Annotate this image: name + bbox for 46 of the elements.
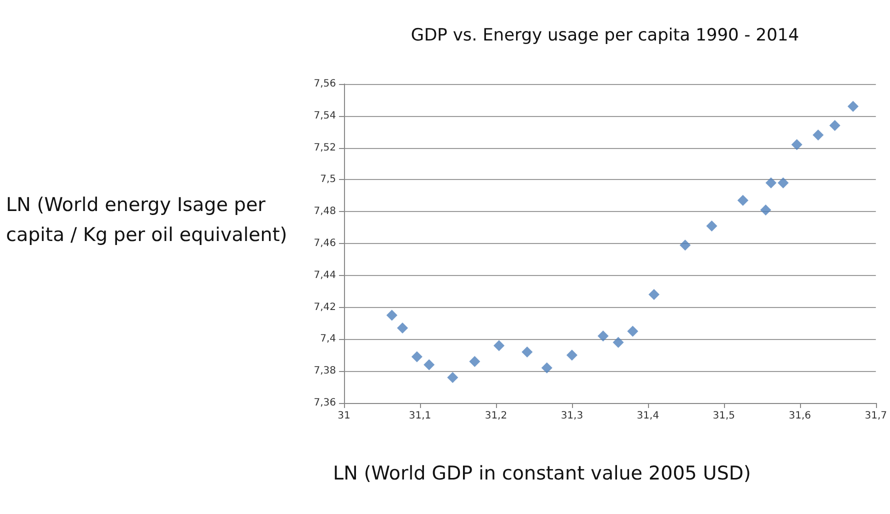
x-tick-label: 31,6 bbox=[788, 410, 812, 422]
y-tick-label: 7,56 bbox=[314, 78, 336, 90]
point bbox=[680, 240, 691, 251]
y-tick-label: 7,4 bbox=[320, 334, 336, 345]
y-tick-label: 7,36 bbox=[314, 398, 336, 408]
y-tick-label: 7,46 bbox=[314, 238, 336, 249]
point bbox=[411, 351, 422, 362]
point bbox=[791, 139, 802, 150]
y-tick-label: 7,48 bbox=[314, 206, 336, 218]
point bbox=[706, 220, 718, 232]
point bbox=[760, 204, 772, 216]
point bbox=[612, 336, 624, 348]
point bbox=[848, 100, 859, 112]
x-tick-label: 31 bbox=[338, 410, 350, 422]
point bbox=[766, 177, 777, 188]
y-tick-label: 7,38 bbox=[314, 366, 336, 377]
point bbox=[494, 340, 504, 352]
x-tick-label: 31,1 bbox=[408, 410, 432, 422]
point bbox=[469, 356, 480, 368]
point bbox=[397, 322, 408, 334]
point bbox=[447, 372, 458, 383]
point bbox=[778, 177, 789, 188]
point bbox=[627, 326, 638, 337]
x-tick-label: 31,5 bbox=[712, 410, 736, 422]
point bbox=[648, 289, 660, 300]
point bbox=[812, 130, 824, 141]
point bbox=[829, 120, 840, 131]
x-axis-title: LN (World GDP in constant value 2005 USD) bbox=[333, 462, 751, 484]
y-axis-title: LN (World energy Isage per capita / Kg per oil equivalent) bbox=[6, 194, 288, 246]
y-tick-label: 7,52 bbox=[314, 142, 336, 154]
x-tick-label: 31,7 bbox=[864, 410, 887, 422]
x-tick-label: 31,3 bbox=[560, 410, 584, 422]
point bbox=[598, 330, 609, 342]
point bbox=[386, 310, 398, 321]
point bbox=[541, 362, 552, 374]
y-tick-label: 7,44 bbox=[314, 270, 336, 281]
y-tick-label: 7,42 bbox=[314, 302, 336, 313]
y-tick-label: 7,54 bbox=[314, 110, 336, 122]
point bbox=[424, 359, 435, 370]
x-tick-label: 31,4 bbox=[636, 410, 660, 422]
x-tick-label: 31,2 bbox=[484, 410, 508, 422]
point bbox=[566, 350, 578, 361]
point bbox=[522, 346, 533, 358]
chart-title: GDP vs. Energy usage per capita 1990 - 2014 bbox=[410, 26, 800, 46]
y-tick-label: 7,5 bbox=[320, 174, 336, 186]
point bbox=[737, 194, 748, 206]
